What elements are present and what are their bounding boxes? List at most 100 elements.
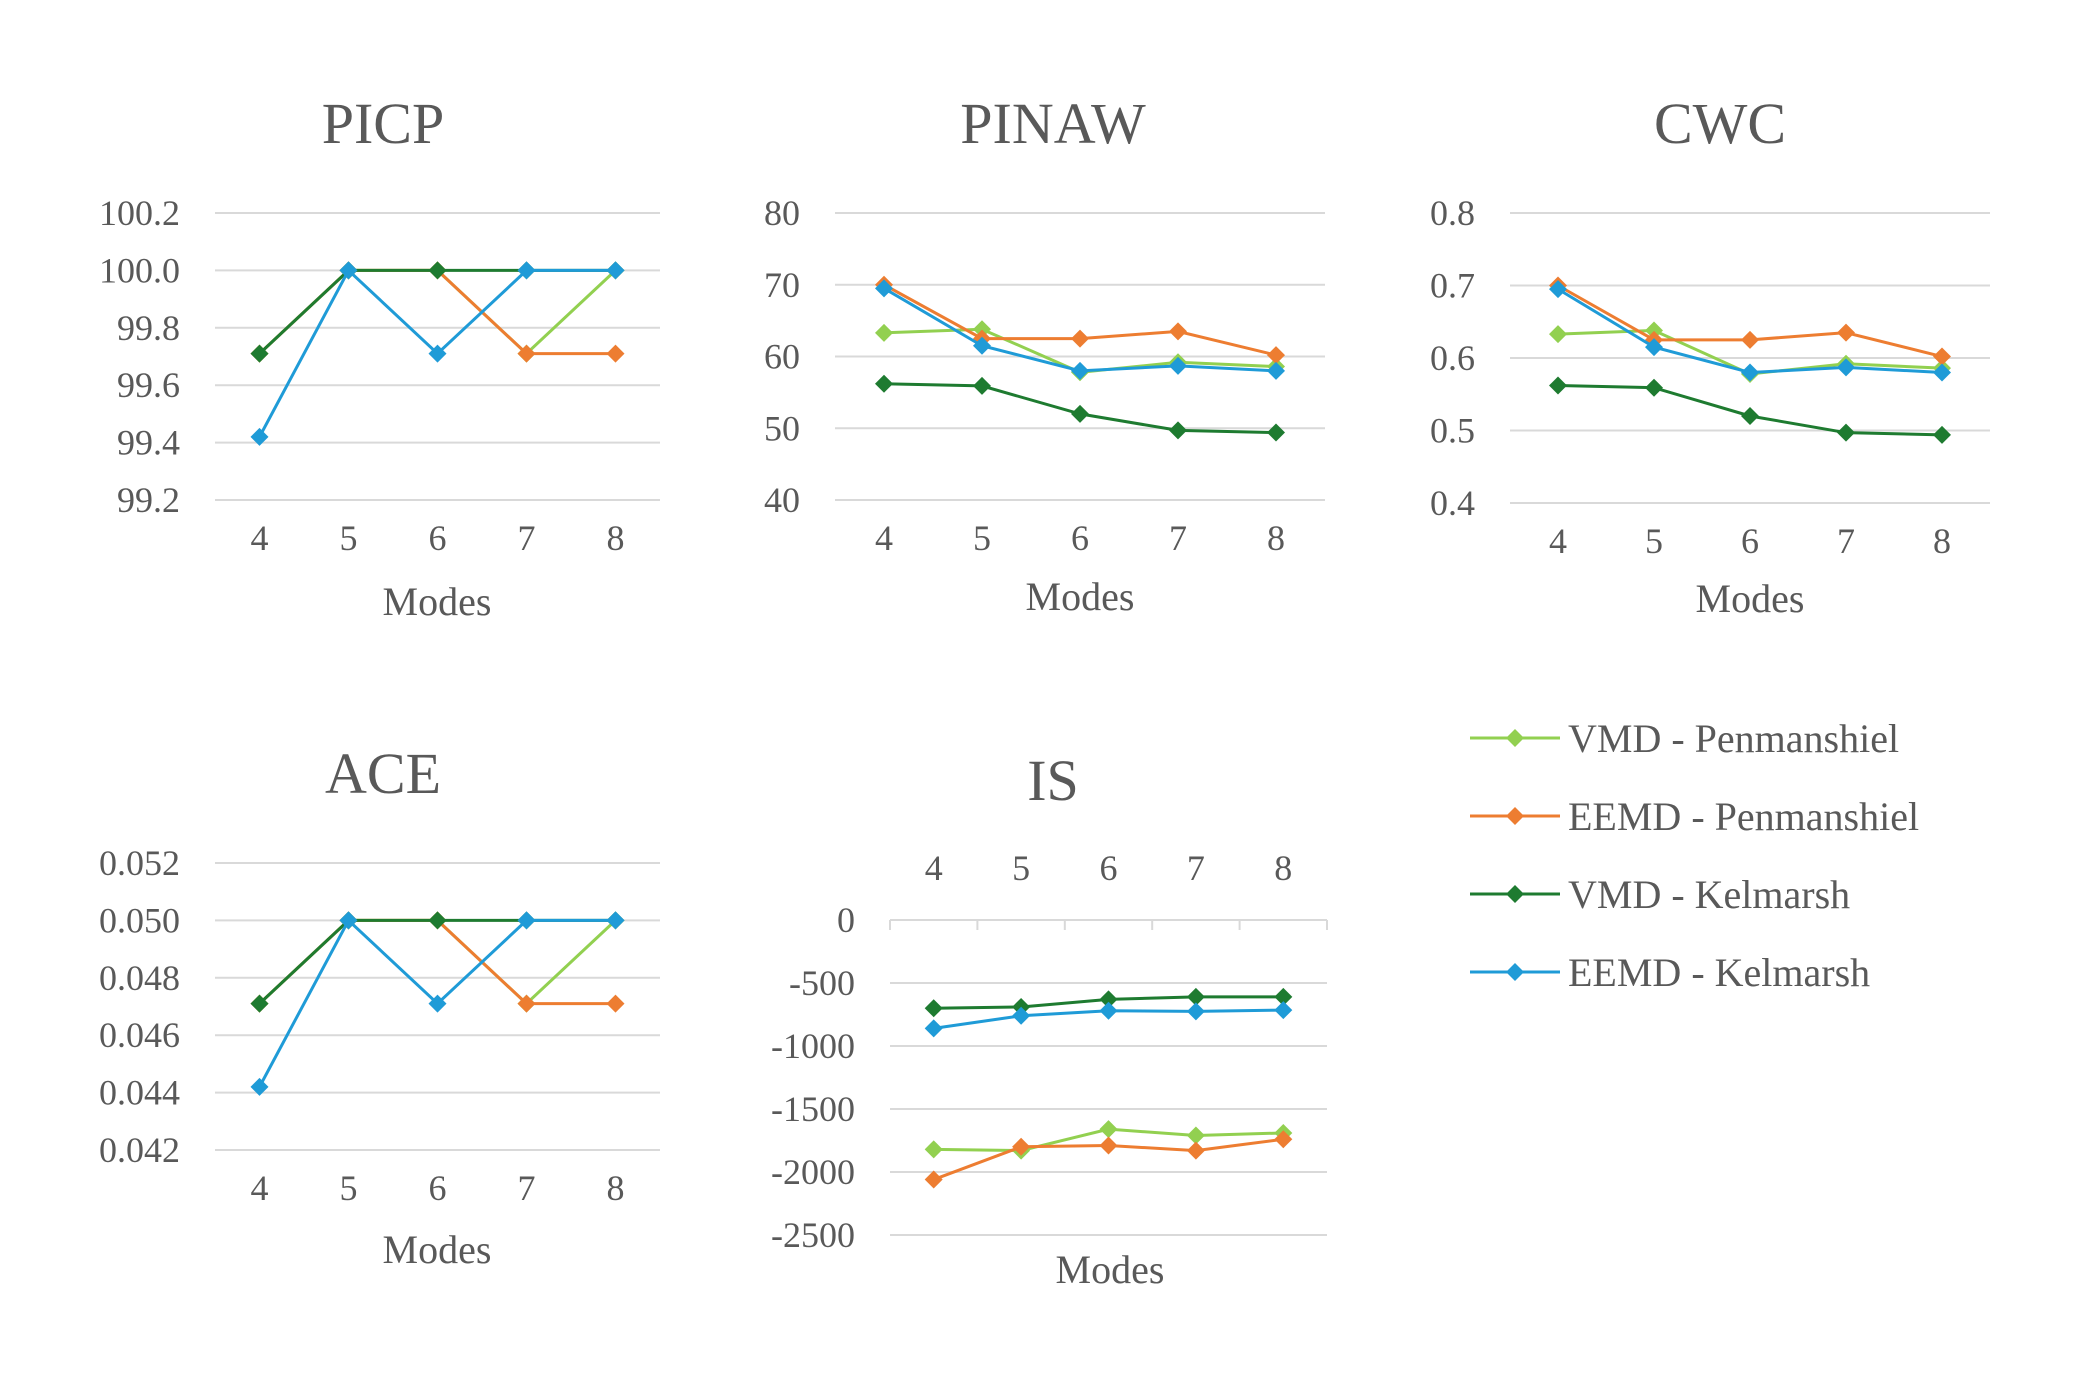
data-point <box>1549 376 1567 395</box>
x-tick-label: 6 <box>1100 848 1118 888</box>
chart-cwc: CWC 0.4 0.5 0.6 0.7 0.8 4 5 6 7 8 Modes <box>1430 91 1990 621</box>
legend-label: VMD - Penmanshiel <box>1568 716 1899 761</box>
y-tick-label: 60 <box>764 337 800 377</box>
data-point <box>339 261 358 280</box>
data-point <box>1099 990 1118 1009</box>
data-point <box>1274 987 1293 1006</box>
x-tick-label: 7 <box>1169 518 1187 558</box>
legend: VMD - Penmanshiel EEMD - Penmanshiel VMD -… <box>1470 716 1919 995</box>
x-tick-label: 8 <box>607 518 625 558</box>
data-point <box>250 427 269 446</box>
x-tick-label: 4 <box>251 518 269 558</box>
y-tick-label: 0.4 <box>1430 483 1475 523</box>
x-tick-label: 7 <box>1837 521 1855 561</box>
data-point <box>1169 322 1187 341</box>
legend-swatch-marker <box>1506 885 1524 903</box>
data-point <box>1186 1126 1205 1145</box>
x-tick-label: 5 <box>1012 848 1030 888</box>
legend-swatch-marker <box>1506 729 1524 747</box>
y-tick-label: 99.8 <box>117 308 180 348</box>
legend-item: EEMD - Kelmarsh <box>1470 950 1870 995</box>
y-tick-label: 0.052 <box>99 843 180 883</box>
x-tick-label: 4 <box>1549 521 1567 561</box>
legend-label: EEMD - Penmanshiel <box>1568 794 1919 839</box>
data-point <box>1645 338 1663 357</box>
series-line <box>258 918 616 1006</box>
data-point <box>1012 1137 1031 1156</box>
data-point <box>1169 356 1187 375</box>
x-tick-label: 5 <box>973 518 991 558</box>
chart-title-picp: PICP <box>322 91 445 156</box>
y-tick-label: 99.4 <box>117 423 180 463</box>
data-point <box>1071 361 1089 380</box>
legend-item: EEMD - Penmanshiel <box>1470 794 1919 839</box>
data-point <box>1741 407 1759 425</box>
x-tick-label: 6 <box>429 518 447 558</box>
y-tick-label: 100.0 <box>99 250 180 290</box>
data-point <box>1071 404 1089 423</box>
data-point <box>250 1077 269 1096</box>
chart-title-is: IS <box>1027 748 1079 813</box>
series-line <box>258 268 616 356</box>
y-tick-label: 80 <box>764 193 800 233</box>
chart-title-pinaw: PINAW <box>960 91 1146 156</box>
data-point <box>517 994 536 1013</box>
x-tick-label: 7 <box>518 1168 536 1208</box>
y-tick-label: 0.044 <box>99 1073 180 1113</box>
x-axis-label: Modes <box>383 1227 492 1272</box>
x-axis-label: Modes <box>383 579 492 624</box>
legend-swatch-marker <box>1506 963 1524 981</box>
data-point <box>1549 325 1567 344</box>
series-line <box>258 918 616 1005</box>
data-point <box>1099 1001 1118 1020</box>
data-point <box>1274 1001 1293 1020</box>
data-point <box>428 911 447 930</box>
legend-swatch-marker <box>1506 807 1524 825</box>
y-tick-label: 0.042 <box>99 1130 180 1170</box>
data-point <box>517 344 536 363</box>
chart-picp: PICP 99.2 99.4 99.6 99.8 100.0 100.2 4 5 6 7 8 Modes <box>99 91 660 624</box>
chart-ace: ACE 0.042 0.044 0.046 0.048 0.050 0.052 4 5 6 7 8 Mo… <box>99 741 660 1272</box>
data-point <box>1837 423 1855 442</box>
y-tick-label: 0.6 <box>1430 338 1475 378</box>
data-point <box>875 374 893 393</box>
data-point <box>1741 330 1759 349</box>
data-point <box>1012 1006 1031 1025</box>
x-tick-label: 7 <box>518 518 536 558</box>
y-tick-label: 100.2 <box>99 193 180 233</box>
data-point <box>1549 280 1567 299</box>
x-tick-label: 6 <box>429 1168 447 1208</box>
x-tick-label: 5 <box>340 1168 358 1208</box>
data-point <box>1071 329 1089 348</box>
data-point <box>1645 378 1663 397</box>
data-point <box>973 376 991 395</box>
chart-is: IS -2500 -2000 -1500 -1000 -500 0 4 5 6 7 8 Modes <box>771 748 1328 1292</box>
legend-label: EEMD - Kelmarsh <box>1568 950 1870 995</box>
data-point <box>250 344 269 363</box>
x-tick-label: 5 <box>1645 521 1663 561</box>
legend-label: VMD - Kelmarsh <box>1568 872 1850 917</box>
data-point <box>924 1019 943 1038</box>
y-tick-label: -1500 <box>771 1089 855 1129</box>
data-point <box>1274 1130 1293 1149</box>
data-point <box>924 1140 943 1159</box>
data-point <box>1186 1141 1205 1160</box>
data-point <box>1267 361 1285 380</box>
y-tick-label: 0 <box>837 900 855 940</box>
y-tick-label: 0.050 <box>99 900 180 940</box>
data-point <box>875 323 893 342</box>
series-line <box>258 268 616 355</box>
data-point <box>428 994 447 1013</box>
x-tick-label: 5 <box>340 518 358 558</box>
legend-item: VMD - Penmanshiel <box>1470 716 1899 761</box>
data-point <box>1169 421 1187 440</box>
data-point <box>924 999 943 1018</box>
data-point <box>875 279 893 298</box>
data-point <box>517 261 536 280</box>
y-tick-label: 0.5 <box>1430 411 1475 451</box>
data-point <box>606 261 625 280</box>
data-point <box>1099 1120 1118 1139</box>
data-point <box>428 261 447 280</box>
x-tick-label: 6 <box>1071 518 1089 558</box>
data-point <box>1267 346 1285 365</box>
